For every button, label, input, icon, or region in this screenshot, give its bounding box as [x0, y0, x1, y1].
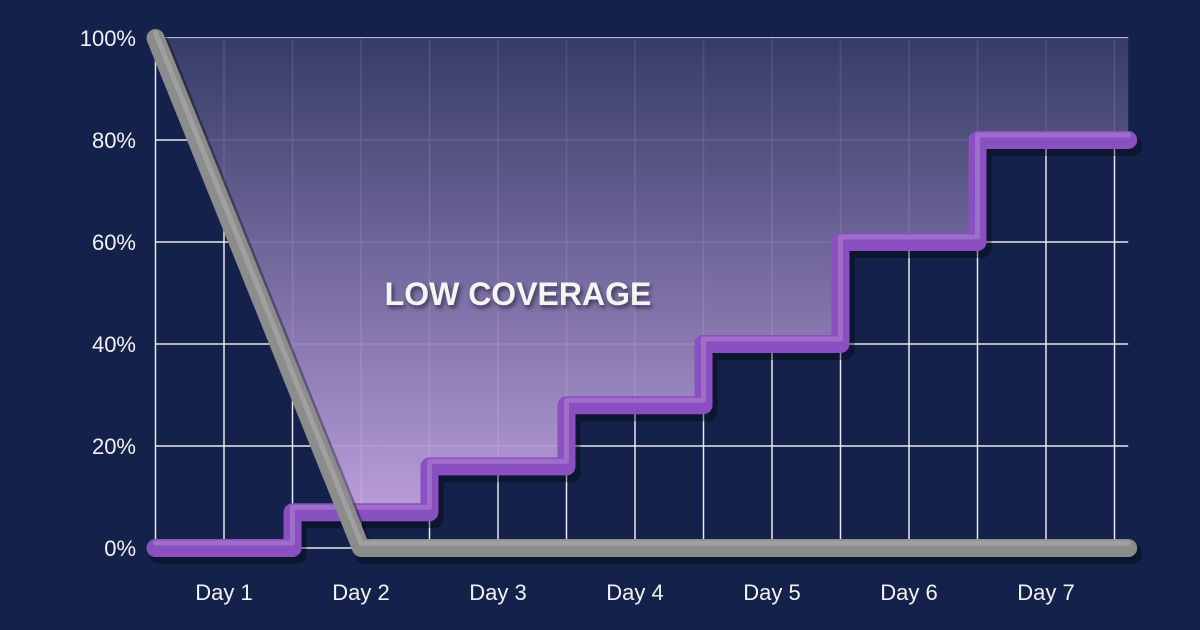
annotation-low-coverage: LOW COVERAGE — [385, 276, 652, 312]
coverage-step-line — [146, 131, 1138, 557]
x-tick-label: Day 5 — [743, 580, 800, 605]
x-tick-label: Day 1 — [195, 580, 252, 605]
x-tick-label: Day 6 — [880, 580, 937, 605]
decline-line — [146, 29, 1138, 557]
x-tick-label: Day 7 — [1017, 580, 1074, 605]
y-tick-label: 60% — [92, 230, 136, 255]
y-tick-label: 0% — [104, 536, 136, 561]
series-highlight — [153, 30, 1131, 546]
x-tick-label: Day 3 — [469, 580, 526, 605]
y-tick-label: 20% — [92, 434, 136, 459]
series-highlight — [153, 132, 1131, 546]
low-coverage-area — [155, 38, 1129, 523]
y-tick-label: 100% — [80, 26, 136, 51]
y-tick-label: 80% — [92, 128, 136, 153]
y-tick-label: 40% — [92, 332, 136, 357]
x-tick-label: Day 2 — [332, 580, 389, 605]
x-tick-label: Day 4 — [606, 580, 663, 605]
